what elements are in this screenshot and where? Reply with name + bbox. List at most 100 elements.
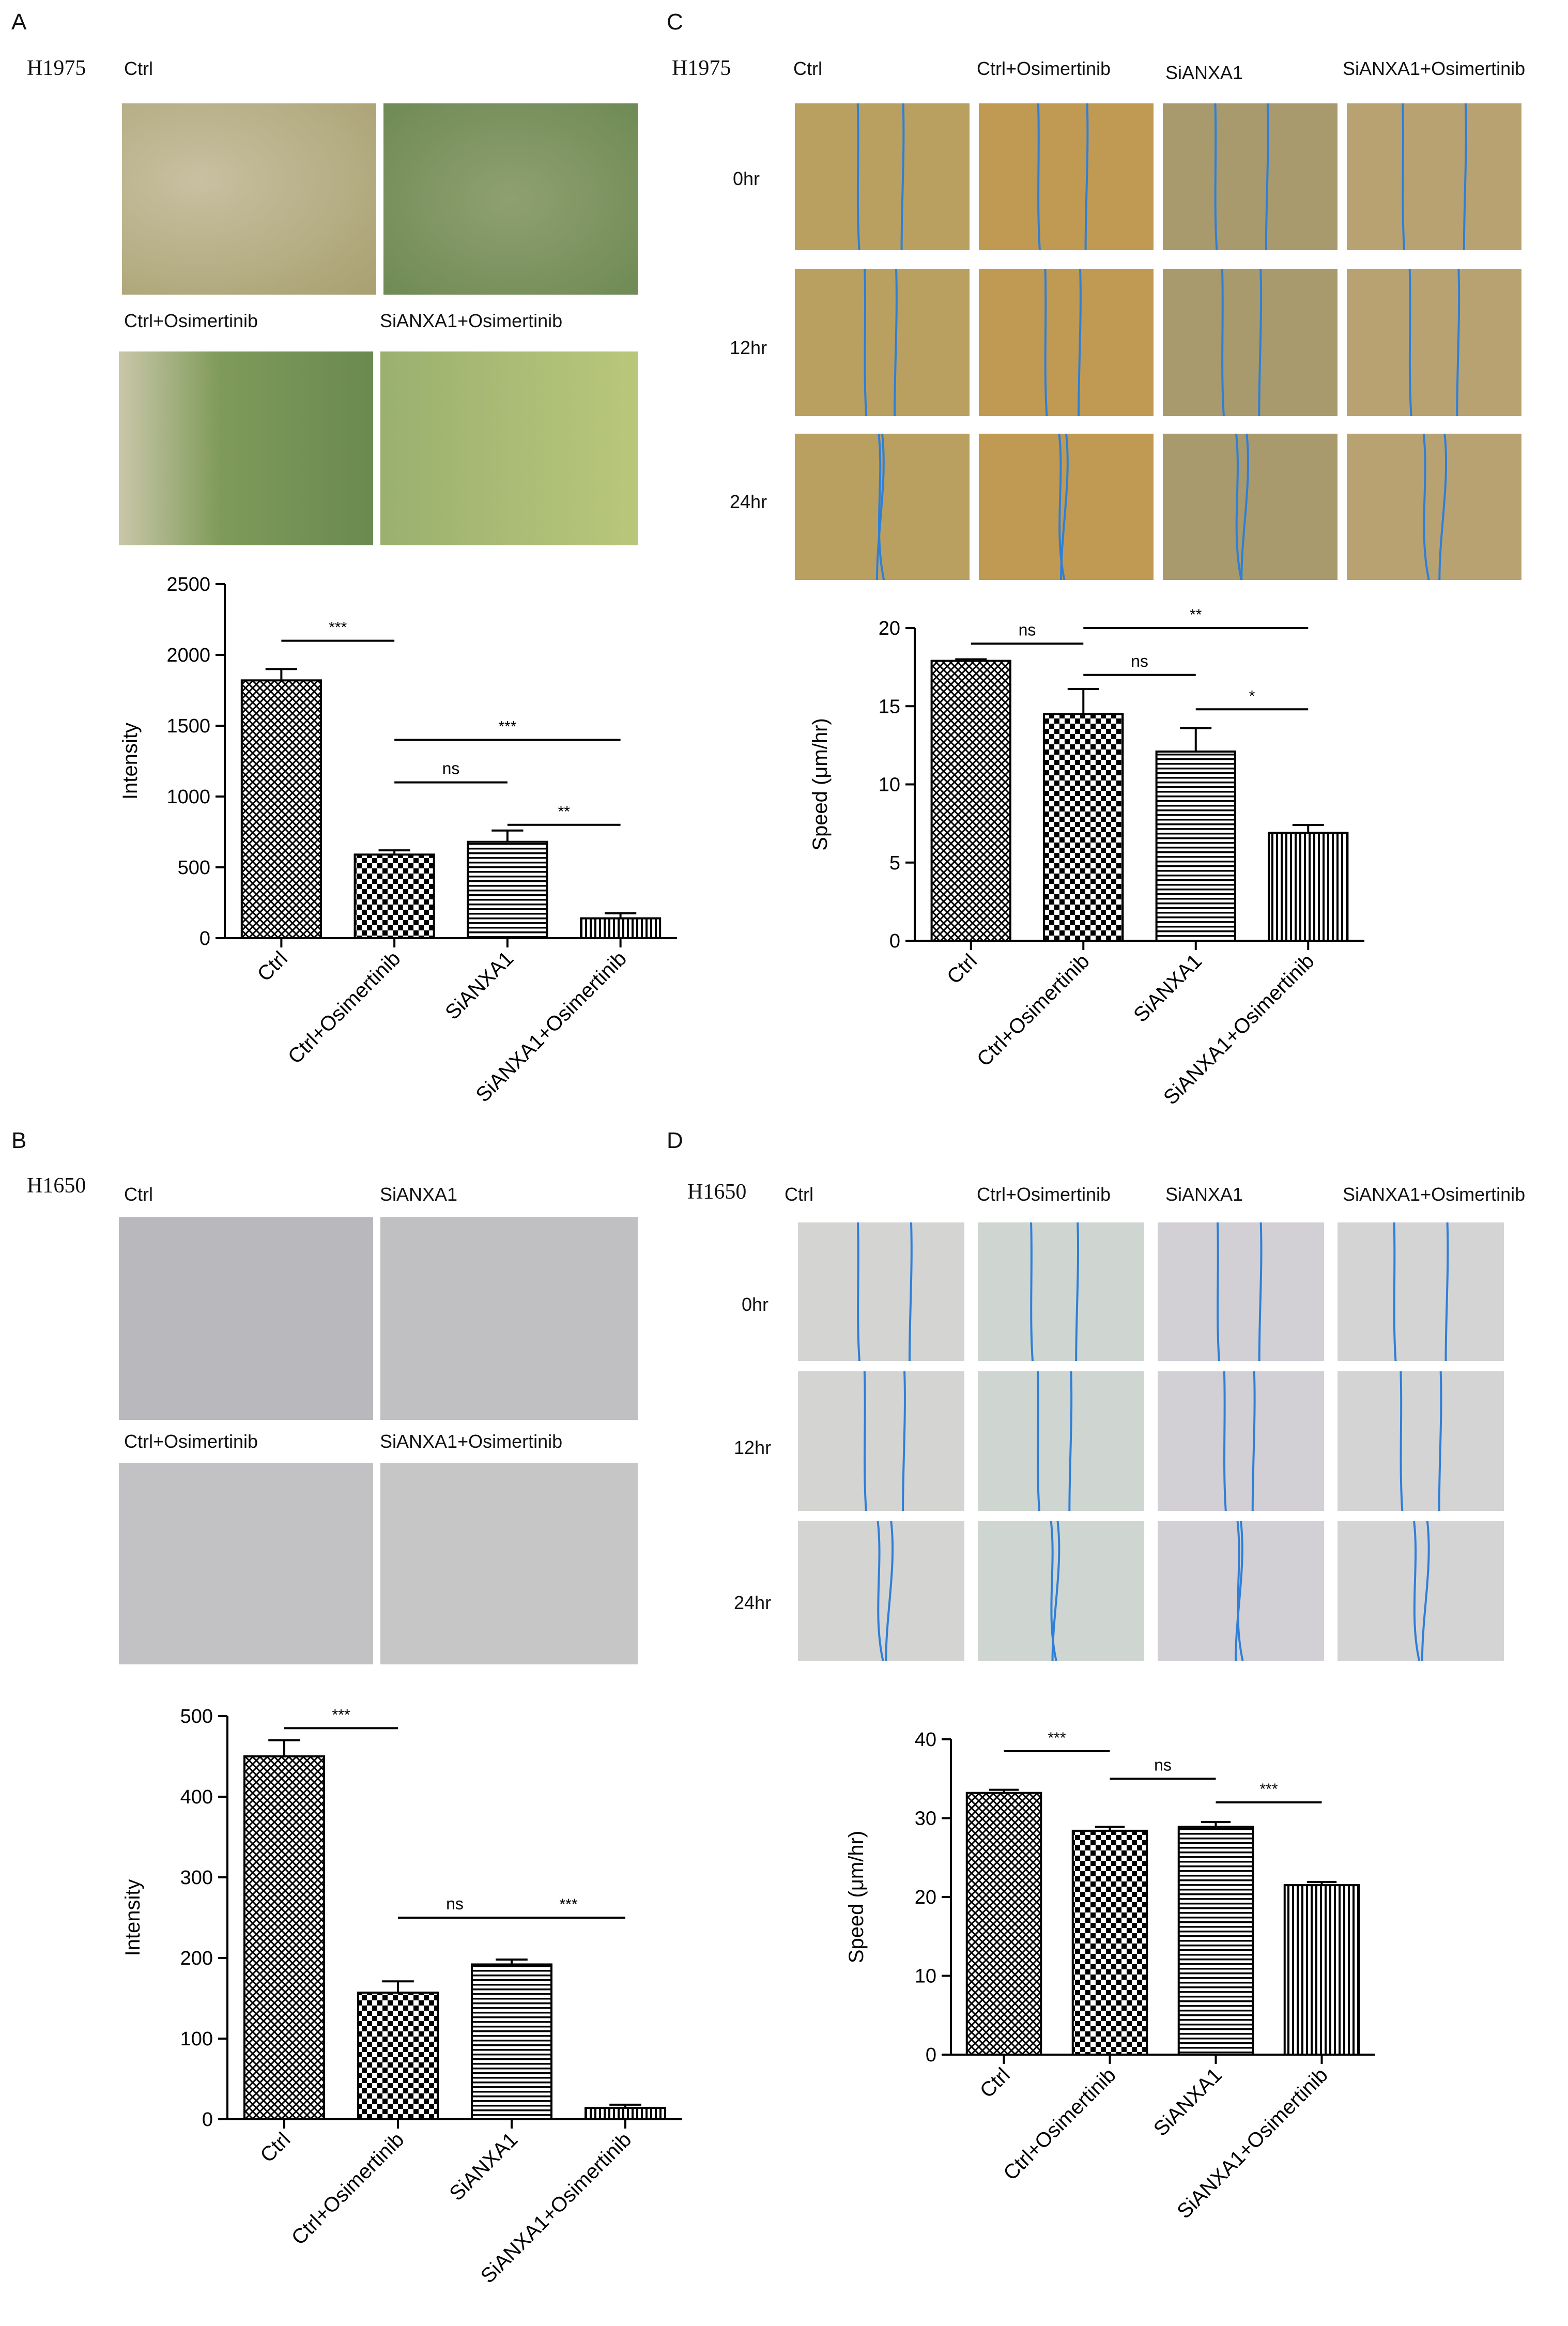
error-bar [609, 2103, 641, 2108]
wound-edge-line [1036, 1371, 1040, 1511]
significance-label: *** [332, 1706, 350, 1723]
wound-edge-line [1251, 1371, 1256, 1511]
bar [1283, 1884, 1360, 2056]
wound-edge-line [1258, 269, 1263, 416]
error-bar [268, 1739, 300, 1756]
wound-micrograph [1338, 1521, 1504, 1661]
bar [580, 917, 662, 940]
wound-edge-line [1037, 103, 1041, 250]
wound-micrograph [979, 269, 1154, 416]
y-tick-label: 200 [180, 1948, 213, 1969]
wound-edge-line [1078, 269, 1082, 416]
wound-micrograph [1158, 1521, 1324, 1661]
error-bar [955, 658, 987, 661]
wound-edge-line [1235, 434, 1242, 580]
significance-label: ns [1131, 652, 1148, 670]
y-tick-label: 400 [180, 1786, 213, 1808]
wound-edge-line [1393, 1222, 1397, 1361]
x-tick-label: SiANXA1 [1129, 950, 1206, 1027]
error-bar [1306, 1881, 1337, 1886]
bar [357, 1992, 439, 2121]
y-tick-label: 15 [879, 696, 900, 717]
wound-micrograph [1163, 103, 1338, 250]
cell-line-label-b: H1650 [27, 1174, 86, 1198]
significance-bracket: ns [398, 1894, 512, 1919]
panel-letter-b: B [11, 1128, 27, 1153]
panel-letter-d: D [667, 1128, 683, 1153]
y-tick-label: 1500 [166, 715, 210, 737]
wound-micrograph [795, 269, 970, 416]
significance-label: ** [1190, 606, 1202, 623]
significance-label: *** [1259, 1781, 1278, 1798]
y-tick-label: 500 [180, 1706, 213, 1727]
x-tick-label: Ctrl+Osimertinib [999, 2063, 1120, 2185]
wound-micrograph [979, 434, 1154, 580]
wound-edge-line [878, 434, 885, 580]
significance-label: ns [442, 759, 460, 778]
wound-edge-line [863, 1371, 867, 1511]
significance-label: *** [498, 718, 516, 735]
bar [1155, 750, 1236, 942]
cell-line-label-c: H1975 [672, 56, 731, 80]
x-tick-label: Ctrl [253, 947, 292, 986]
y-tick-label: 40 [915, 1729, 936, 1751]
error-bar [265, 668, 297, 681]
wound-micrograph [1158, 1222, 1324, 1361]
wound-edge-line [1400, 1371, 1404, 1511]
bar [467, 840, 548, 939]
y-axis-label: Intensity [121, 1879, 144, 1956]
wound-edge-line [894, 269, 898, 416]
row-label-c-12hr: 12hr [730, 337, 767, 358]
error-bar [378, 849, 410, 855]
col-label-c-ctrl: Ctrl [793, 58, 822, 79]
y-tick-label: 10 [879, 774, 900, 796]
x-tick-label: Ctrl+Osimertinib [287, 2128, 409, 2250]
wound-edge-line [1235, 1521, 1243, 1661]
y-tick-label: 0 [199, 928, 210, 950]
transwell-micrograph [119, 1217, 373, 1420]
transwell-micrograph [119, 1463, 373, 1664]
y-tick-label: 300 [180, 1867, 213, 1889]
wound-edge-line [1258, 1222, 1263, 1361]
significance-bracket: ns [1083, 652, 1196, 676]
bar [240, 679, 322, 939]
error-bar [1201, 1821, 1231, 1827]
error-bar [605, 912, 637, 919]
image-label-a-ctrl: Ctrl [124, 58, 153, 79]
significance-label: * [1249, 687, 1255, 705]
bar [1177, 1826, 1254, 2056]
y-tick-label: 5 [889, 852, 900, 874]
wound-micrograph [1347, 269, 1521, 416]
wound-edge-line [1456, 269, 1461, 416]
wound-micrograph [795, 103, 970, 250]
col-label-d-si: SiANXA1 [1165, 1184, 1243, 1205]
chart-d: 0 10 20 30 40 Speed (μm/hr) CtrlCtrl+Osimertin… [845, 1729, 1375, 2223]
bar [353, 853, 435, 940]
chart-a: 0 500 1000 1500 2000 2500 Intensity CtrlCtrl+Os… [119, 574, 677, 1107]
x-tick-label: Ctrl+Osimertinib [973, 950, 1094, 1071]
row-label-d-0hr: 0hr [742, 1294, 769, 1315]
y-tick-label: 1000 [166, 786, 210, 808]
wound-edge-line [856, 1222, 860, 1361]
wound-micrograph [978, 1371, 1144, 1511]
wound-edge-line [1044, 269, 1048, 416]
wound-edge-line [876, 434, 885, 580]
transwell-micrograph [380, 1463, 638, 1664]
wound-edge-line [1051, 1521, 1060, 1661]
wound-edge-line [1422, 434, 1430, 580]
x-tick-label: SiANXA1 [1149, 2063, 1226, 2140]
y-axis-label: Speed (μm/hr) [809, 718, 832, 850]
wound-edge-line [1438, 434, 1448, 580]
x-tick-label: SiANXA1 [441, 947, 518, 1024]
wound-edge-line [1068, 1371, 1073, 1511]
bar [585, 2107, 666, 2120]
error-bar [496, 1958, 528, 1965]
wound-edge-line [885, 1521, 894, 1661]
transwell-micrograph [119, 351, 373, 545]
wound-edge-line [1444, 1222, 1449, 1361]
col-label-c-si: SiANXA1 [1165, 62, 1243, 83]
y-tick-label: 100 [180, 2028, 213, 2050]
row-label-c-0hr: 0hr [733, 168, 760, 189]
row-label-d-24hr: 24hr [734, 1592, 772, 1613]
wound-micrograph [1338, 1222, 1504, 1361]
